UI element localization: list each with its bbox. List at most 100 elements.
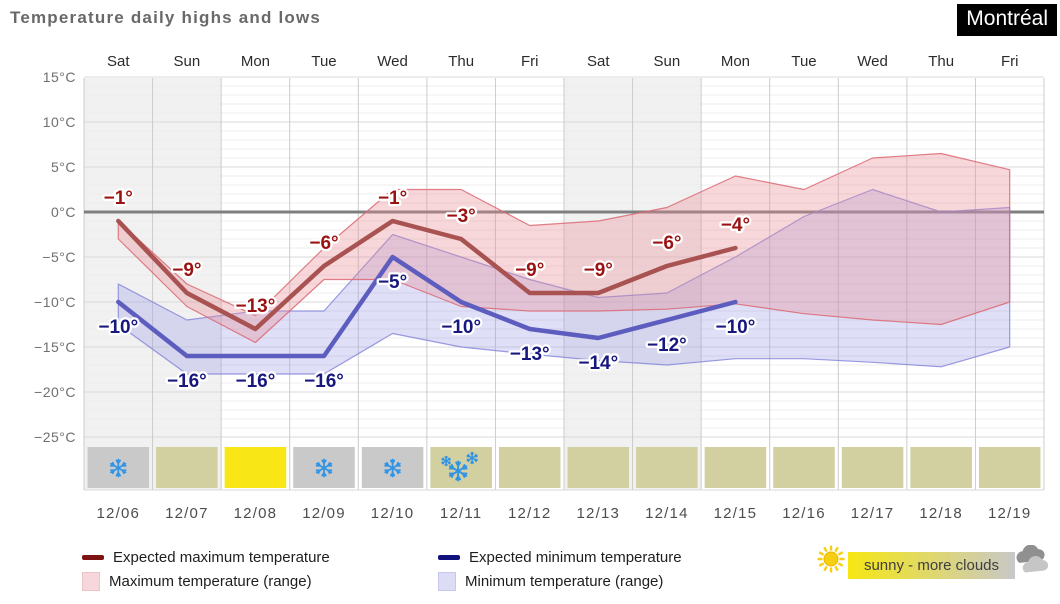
legend-label: Expected maximum temperature	[113, 549, 330, 566]
day-label: Sun	[174, 53, 201, 70]
forecast-summary-label: sunny - more clouds	[863, 557, 1000, 574]
max-temp-label: −6°	[652, 233, 681, 254]
max-temp-label: −1°	[378, 188, 407, 209]
min-temp-label: −12°	[647, 335, 687, 356]
legend-label: Maximum temperature (range)	[109, 573, 312, 590]
weather-icon-partly-sunny	[704, 447, 767, 488]
y-axis-label: 0°C	[51, 204, 76, 220]
weather-icon-partly-sunny	[841, 447, 904, 488]
max-range-swatch	[82, 572, 100, 591]
legend-item-expected-max: Expected maximum temperature	[82, 549, 330, 566]
date-label: 12/11	[440, 505, 482, 522]
legend-item-max-range: Maximum temperature (range)	[82, 572, 312, 591]
max-temp-label: −9°	[172, 260, 201, 281]
day-label: Sat	[107, 53, 130, 70]
weather-icon-sunny	[224, 447, 287, 488]
expected-min-line	[116, 254, 738, 359]
min-temp-label: −13°	[510, 344, 550, 365]
day-axis: Sat Sun Mon Tue Wed Thu Fri Sat Sun Mon Tue Wed Thu F…	[107, 53, 1018, 70]
max-temp-label: −1°	[104, 188, 133, 209]
y-axis-label: 10°C	[43, 114, 76, 130]
y-axis-label: −10°C	[34, 294, 76, 310]
max-temp-label: −3°	[447, 206, 476, 227]
date-label: 12/09	[302, 505, 346, 522]
legend-item-min-range: Minimum temperature (range)	[438, 572, 663, 591]
min-temp-label: −14°	[578, 353, 618, 374]
weather-icon-partly-sunny	[910, 447, 972, 488]
y-axis-label: −25°C	[34, 429, 76, 445]
legend-item-expected-min: Expected minimum temperature	[438, 549, 682, 566]
y-axis-label: 5°C	[51, 159, 76, 175]
weather-icon-row	[87, 447, 1041, 488]
date-label: 12/08	[234, 505, 278, 522]
expected-max-line	[116, 218, 738, 332]
day-label: Thu	[928, 53, 954, 70]
snowflake-icon	[466, 451, 478, 465]
grid	[83, 76, 1045, 491]
date-label: 12/06	[97, 505, 141, 522]
y-axis: 15°C 10°C 5°C 0°C −5°C −10°C −15°C −20°C −25°C	[34, 69, 76, 445]
min-range-swatch	[438, 572, 456, 591]
day-label: Fri	[1001, 53, 1019, 70]
date-label: 12/10	[371, 505, 415, 522]
snowflake-icon	[448, 460, 468, 482]
day-label: Wed	[377, 53, 408, 70]
min-temp-label: −5°	[378, 272, 407, 293]
date-label: 12/18	[919, 505, 963, 522]
max-temp-label: −13°	[236, 296, 276, 317]
clouds-icon	[1016, 545, 1049, 573]
min-temp-label: −10°	[98, 317, 138, 338]
day-label: Sun	[654, 53, 681, 70]
weather-icon-partly-sunny	[773, 447, 835, 488]
date-axis: 12/06 12/07 12/08 12/09 12/10 12/11 12/12 12/13…	[97, 505, 1032, 522]
date-label: 12/19	[988, 505, 1032, 522]
min-temp-label: −10°	[441, 317, 481, 338]
max-temp-label: −9°	[515, 260, 544, 281]
snowflake-icon	[441, 455, 451, 467]
expected-min-line-swatch	[438, 555, 460, 560]
sun-icon	[817, 545, 845, 573]
y-axis-label: 15°C	[43, 69, 76, 85]
day-label: Tue	[791, 53, 816, 70]
max-temp-label: −9°	[584, 260, 613, 281]
day-label: Thu	[448, 53, 474, 70]
legend-label: Expected minimum temperature	[469, 549, 682, 566]
min-temp-label: −16°	[236, 371, 276, 392]
expected-max-line-swatch	[82, 555, 104, 560]
date-label: 12/14	[645, 505, 689, 522]
max-temperature-range-band	[117, 152, 1011, 344]
weather-icon-partly-sunny	[636, 447, 698, 488]
weather-icon-partly-sunny	[498, 447, 561, 488]
page-title: Temperature daily highs and lows	[10, 8, 322, 27]
weather-icon-partly-sunny	[567, 447, 630, 488]
date-label: 12/13	[577, 505, 621, 522]
min-temp-label: −16°	[167, 371, 207, 392]
date-label: 12/17	[851, 505, 895, 522]
min-temp-label: −16°	[304, 371, 344, 392]
forecast-summary-bar: sunny - more clouds	[848, 552, 1015, 579]
weather-icon-partly-sunny	[156, 447, 218, 488]
snowflake-icon	[384, 458, 401, 478]
date-label: 12/12	[508, 505, 552, 522]
snowflake-icon	[315, 458, 333, 478]
legend-label: Minimum temperature (range)	[465, 573, 664, 590]
day-label: Wed	[857, 53, 888, 70]
y-axis-label: −15°C	[34, 339, 76, 355]
snowflake-icon	[109, 458, 127, 478]
weather-icon-partly-sunny	[978, 447, 1041, 488]
y-axis-label: −5°C	[42, 249, 76, 265]
temperature-chart: −1° −9° −13° −6° −1° −3° −9° −9° −6° −4° −10° −16° −…	[34, 53, 1045, 522]
y-axis-label: −20°C	[34, 384, 76, 400]
day-label: Sat	[587, 53, 610, 70]
point-labels: −1° −9° −13° −6° −1° −3° −9° −9° −6° −4° −10° −16° −…	[96, 186, 757, 395]
max-temp-label: −4°	[721, 215, 750, 236]
min-temp-label: −10°	[716, 317, 756, 338]
day-label: Mon	[721, 53, 750, 70]
date-label: 12/07	[165, 505, 209, 522]
date-label: 12/15	[714, 505, 758, 522]
max-temp-label: −6°	[309, 233, 338, 254]
weather-icon-snow-and-sun	[430, 447, 492, 488]
day-label: Fri	[521, 53, 539, 70]
city-badge: Montréal	[957, 4, 1057, 36]
